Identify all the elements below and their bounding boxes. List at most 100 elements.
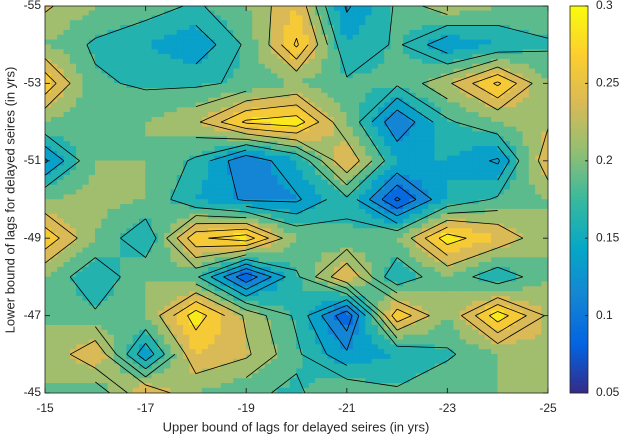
contour-cell [50,87,58,94]
contour-cell [289,194,297,200]
contour-cell [390,155,398,162]
contour-cell [183,179,190,186]
contour-cell [227,87,234,94]
contour-cell [447,204,454,210]
contour-cell [440,213,448,220]
contour-cell [421,179,429,186]
contour-cell [327,87,335,94]
contour-cell [126,281,134,287]
contour-cell [315,295,322,302]
contour-cell [315,291,322,297]
contour-cell [428,121,436,128]
contour-cell [541,184,549,191]
contour-cell [491,213,498,220]
contour-cell [227,131,234,137]
contour-cell [327,165,335,171]
contour-cell [107,78,115,84]
contour-cell [390,15,398,21]
contour-cell [541,44,549,50]
contour-cell [503,136,511,142]
contour-cell [189,102,197,108]
contour-cell [447,68,454,75]
contour-cell [491,58,498,65]
contour-cell [459,87,467,94]
contour-cell [195,160,203,166]
contour-cell [95,242,102,249]
contour-cell [447,295,454,302]
contour-cell [208,208,216,215]
contour-cell [283,87,291,94]
contour-cell [447,131,454,137]
contour-cell [258,29,266,36]
contour-cell [239,131,247,137]
contour-cell [277,262,285,268]
contour-cell [101,189,109,195]
contour-cell [453,34,461,41]
contour-cell [289,295,297,302]
contour-cell [132,281,140,287]
contour-cell [157,252,165,258]
contour-cell [352,266,360,273]
contour-cell [289,281,297,287]
contour-cell [233,92,241,99]
contour-cell [333,257,341,263]
contour-cell [465,15,473,21]
contour-cell [57,73,65,79]
contour-cell [126,44,134,50]
contour-cell [371,116,379,123]
contour-cell [63,63,71,70]
contour-cell [371,141,379,147]
contour-cell [308,102,316,108]
contour-cell [516,44,524,50]
contour-cell [541,92,549,99]
contour-cell [239,78,247,84]
contour-cell [57,310,65,316]
contour-cell [465,34,473,41]
contour-cell [415,175,423,181]
contour-cell [132,126,140,133]
contour-cell [509,34,517,41]
contour-cell [82,213,90,220]
contour-cell [252,20,260,26]
contour-cell [145,184,153,191]
contour-cell [535,20,543,26]
contour-cell [415,257,423,263]
contour-cell [264,34,272,41]
contour-cell [465,92,473,99]
contour-cell [333,102,341,108]
contour-cell [258,92,266,99]
contour-cell [377,266,385,273]
contour-cell [57,10,65,16]
contour-cell [509,252,517,258]
contour-cell [139,25,146,31]
contour-cell [315,83,322,89]
contour-cell [509,92,517,99]
contour-cell [484,194,492,200]
contour-cell [164,199,172,205]
contour-cell [377,305,385,312]
contour-cell [415,54,423,60]
contour-cell [258,242,266,249]
contour-cell [428,49,436,55]
contour-cell [453,131,461,137]
contour-cell [522,20,530,26]
contour-cell [283,305,291,312]
contour-cell [308,262,316,268]
contour-cell [189,276,197,283]
contour-cell [69,242,77,249]
contour-cell [359,257,366,263]
contour-cell [107,54,115,60]
contour-cell [509,107,517,113]
contour-cell [214,29,222,36]
contour-cell [453,15,461,21]
contour-cell [484,165,492,171]
contour-cell [139,208,146,215]
contour-cell [453,83,461,89]
contour-cell [264,39,272,45]
contour-cell [428,300,436,307]
contour-cell [390,276,398,283]
contour-cell [252,63,260,70]
contour-cell [82,97,90,104]
contour-cell [139,20,146,26]
contour-cell [120,44,128,50]
